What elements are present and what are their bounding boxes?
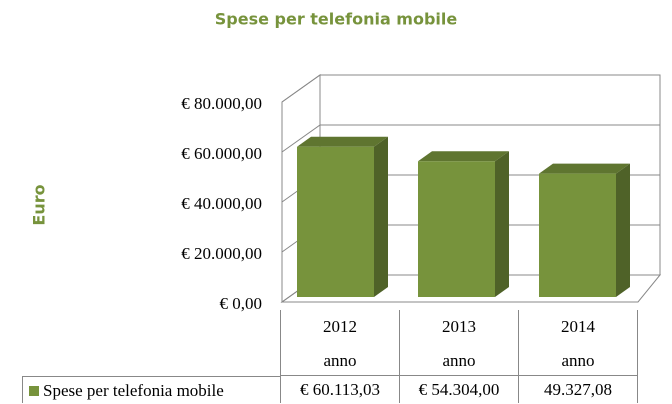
bar-front	[297, 146, 374, 297]
legend-label: Spese per telefonia mobile	[43, 381, 224, 400]
bar-top	[297, 136, 388, 147]
legend-key	[29, 386, 39, 396]
bar-top	[418, 151, 509, 162]
y-tick-label: € 60.000,00	[181, 144, 262, 163]
bar-side	[616, 163, 630, 297]
bar-side	[374, 136, 388, 297]
bar	[539, 163, 630, 297]
bar-front	[539, 173, 616, 297]
category-cell: 2013 anno	[399, 310, 518, 376]
legend-cell: Spese per telefonia mobile	[22, 376, 280, 403]
bar	[418, 151, 509, 297]
y-axis-label: Euro	[30, 184, 49, 225]
y-tick-label: € 20.000,00	[181, 244, 262, 263]
grid-line	[281, 124, 660, 153]
y-tick-label: € 40.000,00	[181, 194, 262, 213]
bar-front	[418, 161, 495, 297]
chart-title: Spese per telefonia mobile	[215, 10, 458, 29]
grid-line	[281, 74, 660, 103]
bar-top	[539, 163, 630, 174]
bar-side	[495, 151, 509, 297]
category-cell: 2014 anno	[518, 310, 637, 376]
table-edge	[637, 310, 638, 403]
value-cell: 49.327,08	[518, 376, 637, 403]
category-cell: 2012 anno	[280, 310, 399, 376]
y-tick-label: € 0,00	[220, 294, 263, 313]
value-cell: € 54.304,00	[399, 376, 518, 403]
y-tick-label: € 80.000,00	[181, 94, 262, 113]
bar	[297, 136, 388, 297]
value-cell: € 60.113,03	[280, 376, 399, 403]
